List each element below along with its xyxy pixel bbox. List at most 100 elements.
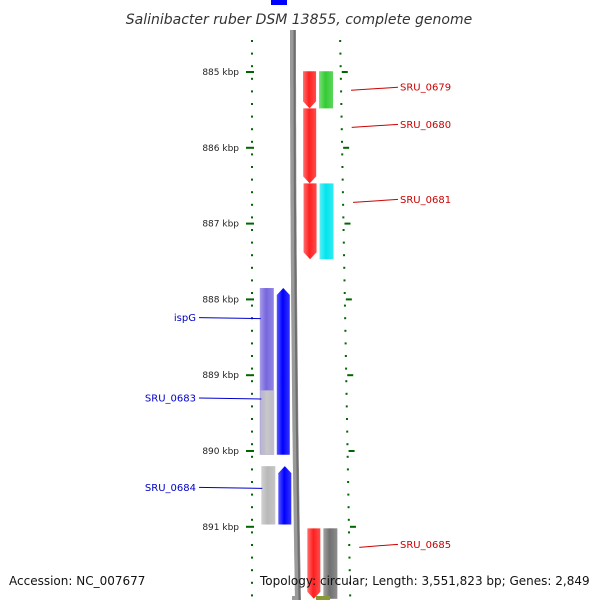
ruler-dot <box>342 229 345 231</box>
ruler-dot <box>251 506 253 509</box>
ruler-dot <box>251 115 253 118</box>
ruler-dot <box>251 90 253 93</box>
ruler-dot <box>251 241 253 244</box>
ruler-dot <box>251 292 253 294</box>
ruler-dot <box>348 556 351 559</box>
ruler-dot <box>251 531 253 534</box>
ruler-dot <box>344 355 347 357</box>
ruler-dot <box>251 229 253 231</box>
ruler-dot <box>251 418 253 420</box>
ruler-dot <box>251 355 253 357</box>
ruler-dot <box>339 65 342 68</box>
scale-tick-label: 888 kbp <box>202 295 239 305</box>
ruler-dot <box>345 392 348 395</box>
cog-rings <box>259 71 338 600</box>
cog-bar <box>261 466 276 525</box>
ruler-dot <box>347 481 350 483</box>
ruler-dot <box>251 329 253 332</box>
forward-gene-arrow <box>307 528 321 599</box>
ruler-dot <box>348 544 351 546</box>
ruler-dot <box>251 455 253 458</box>
ruler-dot <box>346 430 349 433</box>
ruler-dot <box>343 254 346 257</box>
genome-backbone <box>271 0 301 600</box>
gene-label: SRU_0679 <box>400 83 451 94</box>
ruler-dot <box>251 569 253 572</box>
gene-label-leader <box>350 86 399 91</box>
ruler-dot <box>349 594 352 597</box>
ruler-dot <box>251 103 253 105</box>
ruler-dot <box>345 418 348 420</box>
accession-text: Accession: NC_007677 <box>9 574 146 588</box>
gene-label: SRU_0683 <box>145 393 196 404</box>
ruler-dot <box>251 178 253 181</box>
cog-bar <box>323 528 338 599</box>
ruler-dot <box>251 481 253 483</box>
gene-label: ispG <box>174 313 196 324</box>
scale-ticks: 885 kbp 886 kbp 887 kbp 888 kbp 889 kbp 890 k… <box>202 68 356 533</box>
ruler-dot <box>339 52 342 55</box>
backbone-end <box>292 596 296 600</box>
ruler-dot <box>251 140 253 143</box>
gene-label-leader <box>351 123 399 128</box>
cog-bar-partial <box>316 596 330 600</box>
cog-bar <box>319 183 334 260</box>
ruler-dots <box>251 40 352 597</box>
ruler-dot <box>251 128 253 131</box>
forward-gene-arrow <box>303 108 317 184</box>
backbone-line <box>290 30 301 600</box>
upstream-gene-fragment <box>271 0 287 5</box>
ruler-dot <box>340 103 343 105</box>
scale-tick-right <box>344 222 351 225</box>
ruler-dot <box>341 178 344 181</box>
ruler-dot <box>345 405 348 408</box>
ruler-dot <box>342 241 345 244</box>
ruler-dot <box>251 203 253 206</box>
ruler-dot <box>251 518 253 521</box>
scale-tick <box>246 222 254 225</box>
ruler-dot <box>344 329 347 332</box>
ruler-dot <box>251 594 253 597</box>
ruler-dot <box>251 367 253 370</box>
ruler-dot <box>251 216 253 219</box>
ruler-dot <box>251 443 253 446</box>
scale-tick-label: 889 kbp <box>202 371 239 381</box>
scale-tick-right <box>349 525 356 528</box>
ruler-dot <box>340 140 343 143</box>
ruler-dot <box>251 405 253 408</box>
scale-tick-label: 890 kbp <box>202 447 239 457</box>
ruler-dot <box>251 40 253 42</box>
scale-tick-label: 887 kbp <box>202 220 239 230</box>
ruler-dot <box>251 77 253 80</box>
ruler-dot <box>342 203 345 206</box>
map-title: Salinibacter ruber DSM 13855, complete g… <box>126 12 472 28</box>
ruler-dot <box>348 569 351 572</box>
scale-tick <box>246 525 254 528</box>
ruler-dot <box>347 493 350 496</box>
ruler-dot <box>346 468 349 471</box>
scale-tick <box>246 298 254 301</box>
ruler-dot <box>251 544 253 546</box>
ruler-dot <box>251 52 253 55</box>
backbone-shade <box>293 30 301 600</box>
ruler-dot <box>251 153 253 156</box>
ruler-dot <box>345 380 348 383</box>
ruler-dot <box>251 468 253 471</box>
scale-tick-right <box>343 146 350 149</box>
ruler-dot <box>251 380 253 383</box>
reverse-gene-arrow <box>278 466 292 525</box>
ruler-dot <box>339 40 342 42</box>
ruler-dot <box>251 342 253 345</box>
ruler-dot <box>345 367 348 370</box>
ruler-dot <box>251 254 253 257</box>
ruler-dot <box>251 65 253 68</box>
scale-tick-label: 885 kbp <box>202 68 239 78</box>
ruler-dot <box>251 430 253 433</box>
forward-gene-arrow <box>303 183 317 260</box>
ruler-dot <box>343 279 346 282</box>
ruler-dot <box>340 128 343 131</box>
ruler-dot <box>343 304 346 307</box>
ruler-dot <box>251 304 253 307</box>
gene-label-leader <box>198 317 261 320</box>
